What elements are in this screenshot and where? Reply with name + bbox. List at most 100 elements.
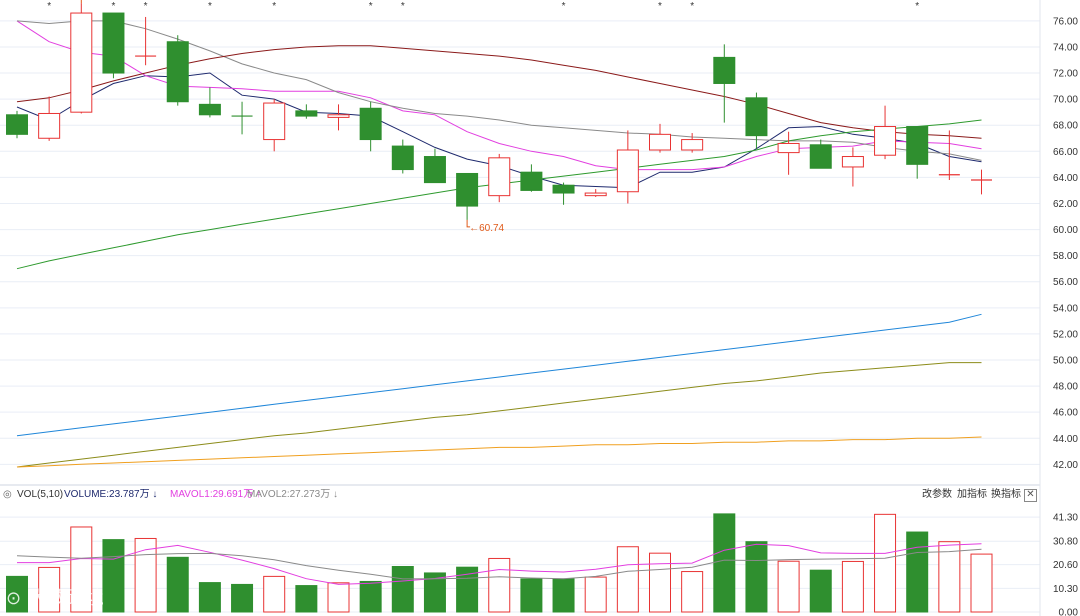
volume-bar [359, 580, 382, 613]
candle-body [649, 133, 671, 151]
volume-bar [584, 576, 607, 613]
event-marker: * [144, 1, 148, 12]
candle [6, 110, 28, 139]
candle-body [616, 149, 639, 193]
candle [906, 126, 929, 179]
event-marker: * [562, 1, 566, 12]
candle [391, 139, 414, 174]
event-marker: * [690, 1, 694, 12]
series-line-ma20 [16, 20, 982, 161]
candle-body [681, 139, 704, 151]
volume-tick-label: 0.00 [1059, 608, 1079, 616]
candle-body [263, 102, 286, 141]
candle [809, 139, 832, 169]
candle [231, 101, 253, 135]
volume-bar [681, 571, 704, 613]
volume-bar [777, 560, 800, 613]
annotation-leader [466, 219, 471, 228]
volume-bar [6, 575, 28, 613]
series-line-mavol1 [17, 543, 982, 585]
volume-bar [134, 537, 157, 613]
candle-body [391, 145, 414, 171]
event-marker: * [915, 1, 919, 12]
candles [6, 3, 992, 220]
candle [198, 87, 221, 118]
watermark-icon: ⊙ [6, 588, 23, 609]
close-icon[interactable]: ✕ [1024, 489, 1037, 502]
candle-body [166, 41, 189, 103]
volume-bar [520, 578, 543, 613]
event-marker: * [401, 1, 405, 12]
volume-bars [6, 513, 993, 613]
price-tick-label: 46.00 [1053, 408, 1078, 419]
candle-body [713, 56, 736, 84]
price-tick-label: 42.00 [1053, 460, 1078, 471]
volume-bar [166, 556, 189, 613]
switch-indicator-button[interactable]: 换指标 [991, 489, 1021, 500]
volume-bar [38, 566, 61, 613]
candle [38, 96, 61, 141]
price-tick-label: 72.00 [1053, 69, 1078, 80]
price-tick-label: 70.00 [1053, 95, 1078, 106]
volume-bar [809, 569, 832, 613]
candle-body [874, 126, 897, 156]
add-indicator-button[interactable]: 加指标 [957, 489, 987, 500]
moving-average-lines [16, 20, 982, 468]
volume-bar [552, 578, 575, 613]
volume-bar [616, 546, 639, 613]
candle [777, 131, 800, 175]
candle [166, 35, 189, 106]
candle [520, 164, 543, 192]
volume-bar [874, 513, 897, 613]
annotation-label: ←60.74 [469, 223, 504, 234]
candle-body [102, 12, 125, 74]
candle-body [6, 114, 28, 135]
price-tick-label: 60.00 [1053, 225, 1078, 236]
volume-bar [70, 526, 93, 613]
candle [263, 99, 286, 152]
volume-bar [488, 557, 511, 613]
legend-toggle-icon[interactable]: ◎ [3, 489, 12, 500]
arrow-down-icon: ↓ [152, 489, 158, 500]
volume-tick-label: 41.30 [1053, 513, 1078, 524]
volume-bar [295, 585, 318, 613]
candle [359, 101, 382, 152]
candle-body [38, 112, 61, 139]
event-marker: * [658, 1, 662, 12]
candle-body [295, 110, 318, 117]
watermark-logo: ⊙ 大数跨境 [6, 584, 105, 610]
volume-bar [713, 513, 736, 613]
annotation-label: ←77.36 [83, 0, 118, 2]
grid-lines [0, 20, 1040, 613]
volume-tick-label: 10.30 [1053, 584, 1078, 595]
candle-body [423, 156, 446, 184]
series-line-ma250 [16, 313, 982, 437]
candle-body [584, 192, 607, 197]
volume-legend-bar: ◎ VOL(5,10) VOLUME:23.787万 ↓ MAVOL1:29.6… [0, 486, 1040, 504]
candle [713, 44, 736, 123]
series-line-mavol2 [16, 548, 982, 580]
candle [102, 12, 125, 79]
price-tick-label: 66.00 [1053, 147, 1078, 158]
candle [971, 169, 992, 195]
candle [552, 182, 575, 205]
volume-bar [198, 582, 221, 613]
series-line-ma60 [16, 45, 982, 139]
candle [616, 130, 639, 204]
candle [584, 189, 607, 197]
candle-body [70, 12, 93, 113]
edit-params-button[interactable]: 改参数 [922, 489, 952, 500]
volume-axis: 41.30 30.80 20.60 10.30 0.00 [1053, 513, 1078, 616]
candle-body [841, 156, 864, 168]
candle [681, 133, 704, 153]
event-marker: * [111, 1, 115, 12]
candle [649, 123, 671, 153]
volume-value: VOLUME:23.787万 ↓ [64, 489, 158, 500]
vol-title: VOL(5,10) [17, 489, 64, 500]
volume-bar [263, 575, 286, 613]
candle-body [777, 142, 800, 154]
volume-bar [423, 572, 446, 613]
candle [327, 104, 350, 131]
watermark-text: 大数跨境 [28, 588, 105, 609]
